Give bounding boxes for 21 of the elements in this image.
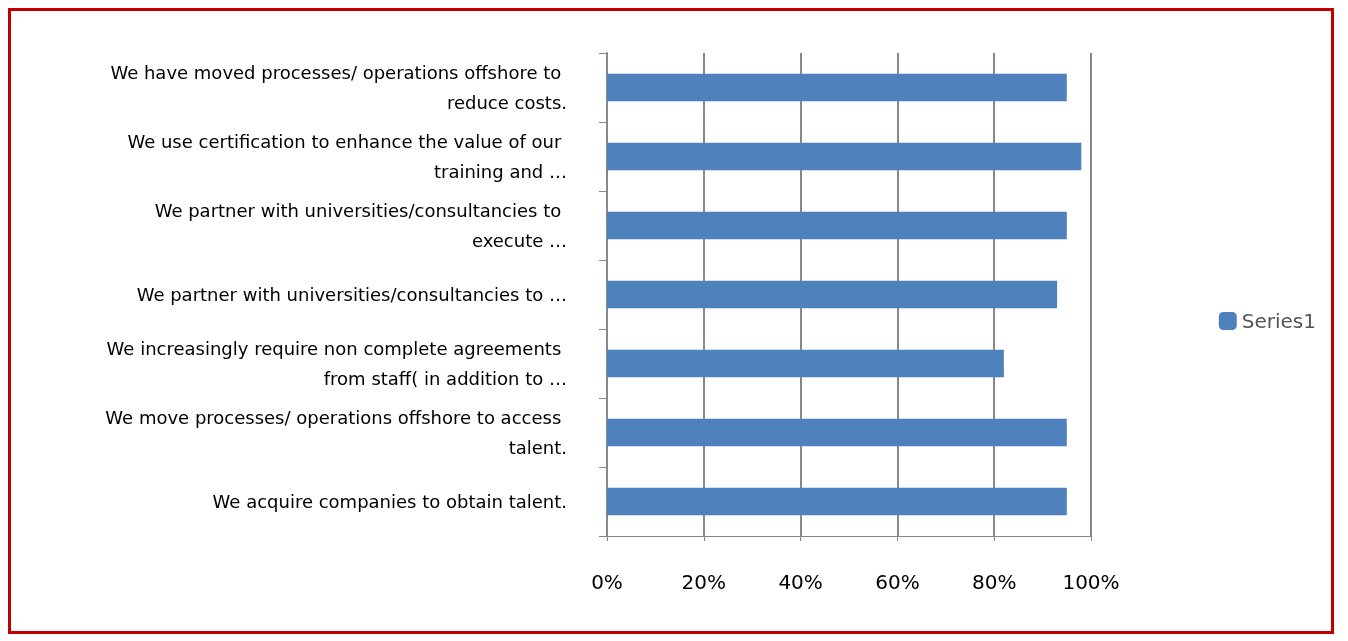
bar (607, 211, 1067, 240)
bar (607, 487, 1067, 516)
bar (607, 280, 1058, 309)
x-tick-label: 20% (681, 570, 727, 594)
x-tick-label: 60% (875, 570, 920, 594)
y-tick-label: We acquire companies to obtain talent. (212, 491, 567, 512)
x-tick-label: 40% (778, 570, 823, 594)
x-tick-label: 80% (971, 570, 1017, 594)
bar (607, 418, 1067, 447)
x-tick-label: 0% (591, 570, 623, 594)
y-tick-label: We partner with universities/consultancies to execute … (154, 200, 567, 251)
y-tick-label: We use certification to enhance the value of our training and … (127, 131, 567, 182)
legend-label: Series1 (1241, 309, 1317, 333)
y-tick-label: We partner with universities/consultancies to … (136, 284, 567, 305)
y-tick-label: We have moved processes/ operations offshore to reduce costs. (110, 62, 567, 113)
x-tick-label: 100% (1062, 570, 1120, 594)
bar (607, 142, 1082, 171)
y-tick-label: We move processes/ operations offshore to access talent. (105, 407, 567, 458)
y-tick-label: We increasingly require non complete agreements from staff( in addition to … (106, 338, 567, 389)
bar (607, 73, 1067, 102)
bar (607, 349, 1004, 378)
